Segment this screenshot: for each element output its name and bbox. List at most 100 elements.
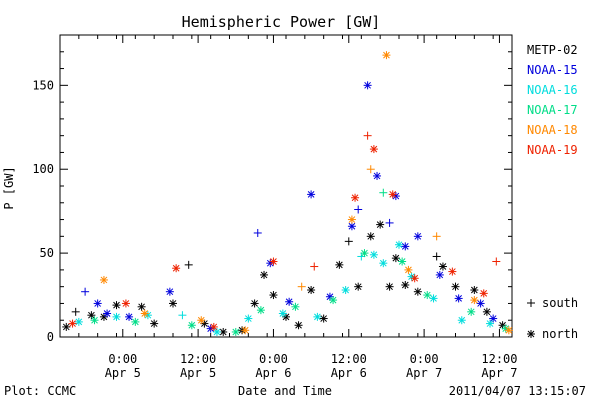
data-point-metp-02 xyxy=(482,307,491,316)
y-axis-label: P [GW] xyxy=(2,166,16,209)
data-point-noaa-15 xyxy=(347,222,356,231)
x-tick-date-label: Apr 6 xyxy=(255,366,291,380)
x-axis-label: Date and Time xyxy=(238,384,332,398)
data-point-noaa-15 xyxy=(363,81,372,90)
data-point-noaa-19 xyxy=(172,264,181,273)
data-point-metp-02 xyxy=(294,321,303,330)
x-tick-time-label: 12:00 xyxy=(481,352,517,366)
data-point-noaa-16 xyxy=(486,319,495,328)
data-point-noaa-19 xyxy=(479,289,488,298)
data-point-noaa-15 xyxy=(401,242,410,251)
marker-legend: south north xyxy=(527,296,578,341)
legend-item-metp-02: METP-02 xyxy=(527,43,578,57)
data-point-metp-02 xyxy=(319,314,328,323)
data-point-metp-02 xyxy=(71,307,80,316)
legend-item-noaa-17: NOAA-17 xyxy=(527,103,578,117)
data-point-metp-02 xyxy=(401,280,410,289)
data-point-metp-02 xyxy=(250,299,259,308)
data-point-noaa-19 xyxy=(121,299,130,308)
data-point-noaa-18 xyxy=(470,296,479,305)
data-point-noaa-18 xyxy=(197,316,206,325)
data-point-noaa-17 xyxy=(187,321,196,330)
data-point-noaa-15 xyxy=(285,297,294,306)
x-tick-time-label: 12:00 xyxy=(331,352,367,366)
data-point-noaa-15 xyxy=(413,232,422,241)
data-point-noaa-17 xyxy=(398,257,407,266)
data-point-noaa-15 xyxy=(93,299,102,308)
x-tick-date-label: Apr 7 xyxy=(406,366,442,380)
series-legend: METP-02 NOAA-15 NOAA-16 NOAA-17 NOAA-18 NOAA-… xyxy=(527,43,578,157)
data-point-noaa-15 xyxy=(354,205,363,214)
data-point-noaa-17 xyxy=(329,296,338,305)
data-point-noaa-16 xyxy=(457,316,466,325)
data-point-noaa-18 xyxy=(297,282,306,291)
data-point-metp-02 xyxy=(260,270,269,279)
series-metp-02 xyxy=(62,220,507,336)
data-point-noaa-17 xyxy=(360,249,369,258)
data-point-noaa-17 xyxy=(423,291,432,300)
series-noaa-19 xyxy=(68,131,501,331)
data-point-noaa-19 xyxy=(363,131,372,140)
data-point-metp-02 xyxy=(219,327,228,336)
data-point-noaa-16 xyxy=(379,259,388,268)
data-point-noaa-18 xyxy=(382,51,391,60)
data-point-metp-02 xyxy=(62,322,71,331)
data-point-noaa-15 xyxy=(489,314,498,323)
x-tick-time-label: 0:00 xyxy=(108,352,137,366)
data-point-noaa-16 xyxy=(395,240,403,249)
x-tick-date-label: Apr 7 xyxy=(481,366,517,380)
plot-frame xyxy=(59,34,513,338)
x-tick-time-label: 12:00 xyxy=(180,352,216,366)
legend-item-noaa-16: NOAA-16 xyxy=(527,83,578,97)
data-point-noaa-17 xyxy=(467,307,476,316)
y-tick-labels: 0 50 100 150 xyxy=(32,78,54,344)
data-point-noaa-18 xyxy=(99,275,108,284)
data-point-noaa-15 xyxy=(454,294,463,303)
data-point-metp-02 xyxy=(366,232,375,241)
data-point-metp-02 xyxy=(307,286,316,295)
data-point-noaa-19 xyxy=(209,322,218,331)
data-point-noaa-16 xyxy=(244,314,253,323)
data-point-noaa-17 xyxy=(231,327,240,336)
data-point-noaa-18 xyxy=(140,309,149,318)
series-noaa-18 xyxy=(99,51,513,335)
data-point-noaa-15 xyxy=(81,287,90,296)
legend-item-noaa-18: NOAA-18 xyxy=(527,123,578,137)
y-tick-label: 100 xyxy=(32,162,54,176)
data-point-metp-02 xyxy=(432,252,441,261)
data-point-noaa-19 xyxy=(68,319,77,328)
legend-item-noaa-19: NOAA-19 xyxy=(527,143,578,157)
data-point-noaa-18 xyxy=(432,232,441,241)
x-tick-time-label: 0:00 xyxy=(410,352,439,366)
data-point-noaa-16 xyxy=(341,286,350,295)
y-tick-label: 150 xyxy=(32,78,54,92)
x-tick-date-label: Apr 5 xyxy=(180,366,216,380)
data-point-noaa-16 xyxy=(429,294,438,303)
data-point-noaa-18 xyxy=(404,265,413,274)
data-point-noaa-15 xyxy=(165,287,174,296)
data-point-noaa-15 xyxy=(385,218,394,227)
data-point-noaa-16 xyxy=(212,327,221,336)
data-points xyxy=(62,51,513,336)
series-noaa-15 xyxy=(81,81,498,333)
data-point-metp-02 xyxy=(438,262,447,271)
legend-item-noaa-15: NOAA-15 xyxy=(527,63,578,77)
x-tick-time-label: 0:00 xyxy=(259,352,288,366)
data-point-noaa-17 xyxy=(291,302,300,311)
data-point-metp-02 xyxy=(344,237,353,246)
data-point-noaa-18 xyxy=(347,215,356,224)
data-point-noaa-18 xyxy=(366,165,375,174)
data-point-noaa-19 xyxy=(369,145,378,154)
data-point-metp-02 xyxy=(451,282,460,291)
data-point-noaa-18 xyxy=(504,326,513,335)
data-point-noaa-15 xyxy=(103,309,112,318)
data-point-noaa-17 xyxy=(131,317,140,326)
data-point-metp-02 xyxy=(470,286,479,295)
data-point-metp-02 xyxy=(354,282,363,291)
data-point-noaa-16 xyxy=(112,312,121,321)
data-point-metp-02 xyxy=(269,291,278,300)
data-point-noaa-16 xyxy=(74,317,83,326)
data-point-metp-02 xyxy=(335,260,344,269)
data-point-noaa-16 xyxy=(313,312,322,321)
